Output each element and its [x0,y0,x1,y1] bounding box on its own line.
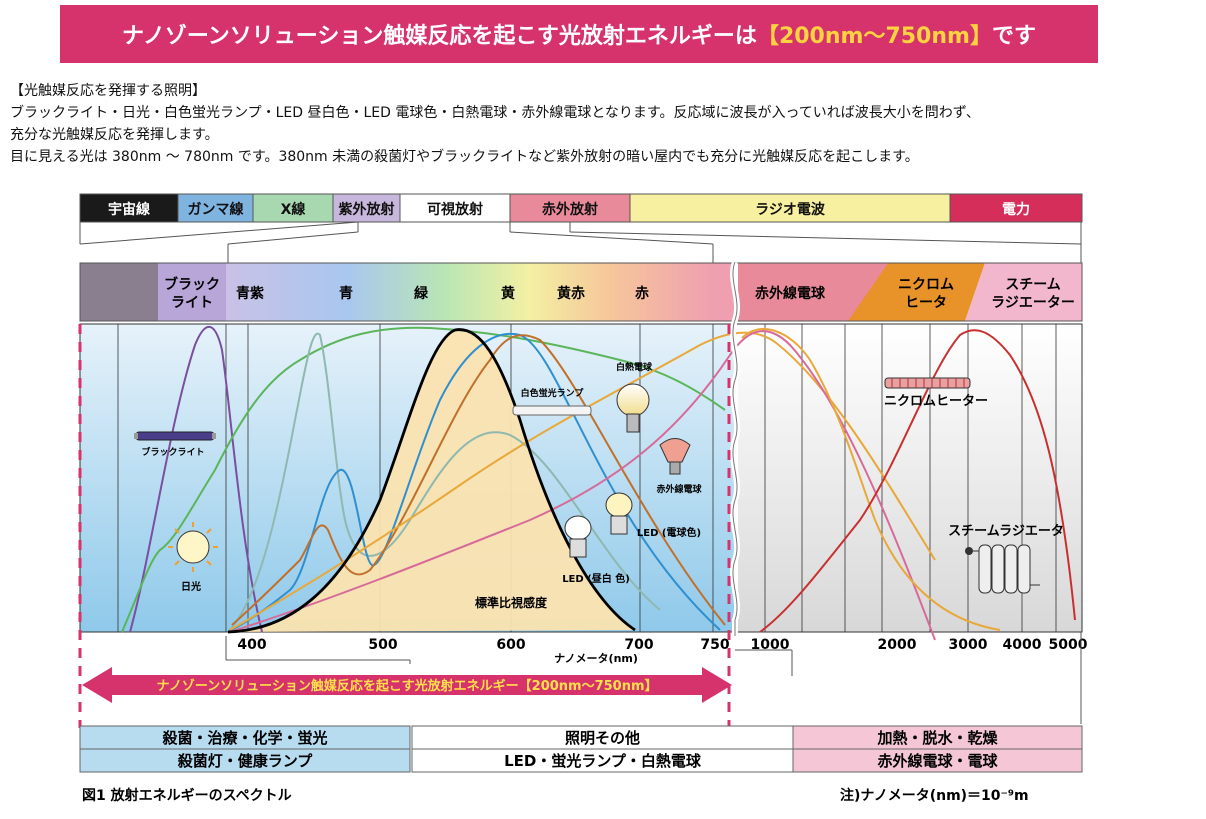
band-label-4: 可視放射 [427,201,483,218]
standard-luminosity-fill [228,329,635,632]
range-arrow: ナノゾーンソリューション触媒反応を起こす光放射エネルギー【200nm～750nm… [82,667,732,703]
ir-label-0: 赤外線電球 [755,285,826,302]
steam-radiator-icon [965,544,1040,594]
x-tick-4000: 4000 [1003,637,1042,653]
series-label-9: スチームラジエータ [948,524,1064,539]
series-label-3: LED (昼白 色) [562,572,630,585]
spectrum-band-bar: 宇宙線 ガンマ線 X線 紫外放射 可視放射 赤外放射 ラジオ電波 電力 [79,193,1083,223]
x-tick-5000: 5000 [1049,637,1088,653]
band-label-6: ラジオ電波 [755,201,826,218]
sun-icon [168,522,218,572]
band-label-3: 紫外放射 [339,201,395,218]
series-curve-0 [129,325,263,633]
series-curve-9 [759,329,1076,633]
x-tick-3000: 3000 [949,637,988,653]
series-curve-8 [741,328,1001,631]
x-tick-750: 750 [700,637,729,653]
series-label-0: ブラックライト [141,446,204,458]
series-curve-6 [229,330,936,641]
band-0 [79,193,179,223]
visible-label-5: 黄赤 [557,285,585,302]
figure-caption: 図1 放射エネルギーのスペクトル [82,787,292,804]
intro-text: 【光触媒反応を発揮する照明】 ブラックライト・日光・白色蛍光ランプ・LED 昼白… [10,80,1190,168]
intro-line-3: 充分な光触媒反応を発揮します。 [10,127,219,143]
x-tick-1000: 1000 [751,637,790,653]
series-curve-7 [227,328,636,634]
series-label-6: 赤外線電球 [656,483,702,495]
series-label-7: 標準比視感度 [475,595,548,610]
intro-line-1: 【光触媒反応を発揮する照明】 [10,83,206,99]
band-label-0: 宇宙線 [108,201,150,218]
series-label-5: 白熱電球 [616,361,653,373]
visible-label-3: 緑 [414,285,429,302]
ir-bulb-icon [659,438,691,475]
visible-label-6: 赤 [635,286,649,302]
x-tick-600: 600 [496,637,525,653]
app-bottom-0: 殺菌灯・健康ランプ [177,752,314,770]
band-label-2: X線 [281,201,306,218]
x-tick-2000: 2000 [878,637,917,653]
spectrum-curves [121,325,1076,641]
uv-dark-cell [80,263,158,321]
series-label-2: 白色蛍光ランプ [521,387,585,399]
app-bottom-2: 赤外線電球・電球 [877,752,998,770]
x-axis-label: ナノメータ(nm) [554,652,638,665]
x-tick-500: 500 [368,637,397,653]
visible-label-1: 青紫 [236,285,264,302]
band-2 [252,193,334,223]
band-label-7: 電力 [1002,201,1030,218]
app-bottom-1: LED・蛍光ランプ・白熱電球 [504,752,702,770]
band-6 [629,193,951,223]
series-curve-4 [231,334,726,626]
range-arrow-label: ナノゾーンソリューション触媒反応を起こす光放射エネルギー【200nm～750nm… [156,678,657,694]
ir-label-2: スチームラジエーター [991,277,1075,311]
band-7 [949,193,1083,223]
series-curve-3 [227,332,721,633]
x-tick-700: 700 [624,637,653,653]
visible-label-0: ブラックライト [164,276,220,311]
led-warm-icon [605,492,633,535]
banner-text-c: です [991,24,1036,49]
series-label-8: ニクロムヒーター [884,394,988,409]
intro-line-4: 目に見える光は 380nm 〜 780nm です。380nm 未満の殺菌灯やブラ… [10,149,919,165]
series-curve-2 [227,332,661,633]
red-edge-cell [714,263,734,321]
app-top-1: 照明その他 [565,729,640,747]
visible-label-2: 青 [339,285,353,302]
blacklight-tube-icon [134,431,216,441]
incandescent-bulb-icon [616,383,650,433]
band-1 [177,193,254,223]
app-top-2: 加熱・脱水・乾燥 [876,729,998,747]
series-label-1: 日光 [181,580,201,593]
intro-line-2: ブラックライト・日光・白色蛍光ランプ・LED 昼白色・LED 電球色・白熱電球・… [10,105,980,121]
visible-gradient-cell [226,263,714,321]
band-4 [399,193,511,223]
band-3 [332,193,401,223]
blacklight-cell [158,263,226,321]
x-axis-ticks: 400 500 600 700 750 1000 2000 3000 4000 5000 [237,637,1087,653]
app-top-0: 殺菌・治療・化学・蛍光 [161,729,327,747]
x-tick-400: 400 [237,637,266,653]
banner-range: 【200nm～750nm】 [756,24,992,49]
series-curve-5 [229,331,936,631]
ir-label-1: ニクロムヒータ [898,277,954,311]
band-label-1: ガンマ線 [188,201,244,218]
series-curve-1 [121,326,726,633]
steam-cell [965,263,1082,321]
nichrome-cell [848,263,985,321]
band-connectors [79,221,1082,263]
fluorescent-tube-icon [512,405,592,416]
led-daylight-icon [564,515,592,558]
nichrome-heater-icon [884,377,971,389]
title-banner: ナノゾーンソリューション触媒反応を起こす光放射エネルギーは 【200nm～750… [60,5,1098,63]
banner-text-a: ナノゾーンソリューション触媒反応を起こす光放射エネルギーは [122,24,757,49]
band-label-5: 赤外放射 [542,201,598,218]
visible-label-4: 黄 [501,285,515,302]
series-label-4: LED (電球色) [637,526,701,539]
unit-note: 注)ナノメータ(nm)＝10⁻⁹m [840,787,1029,804]
